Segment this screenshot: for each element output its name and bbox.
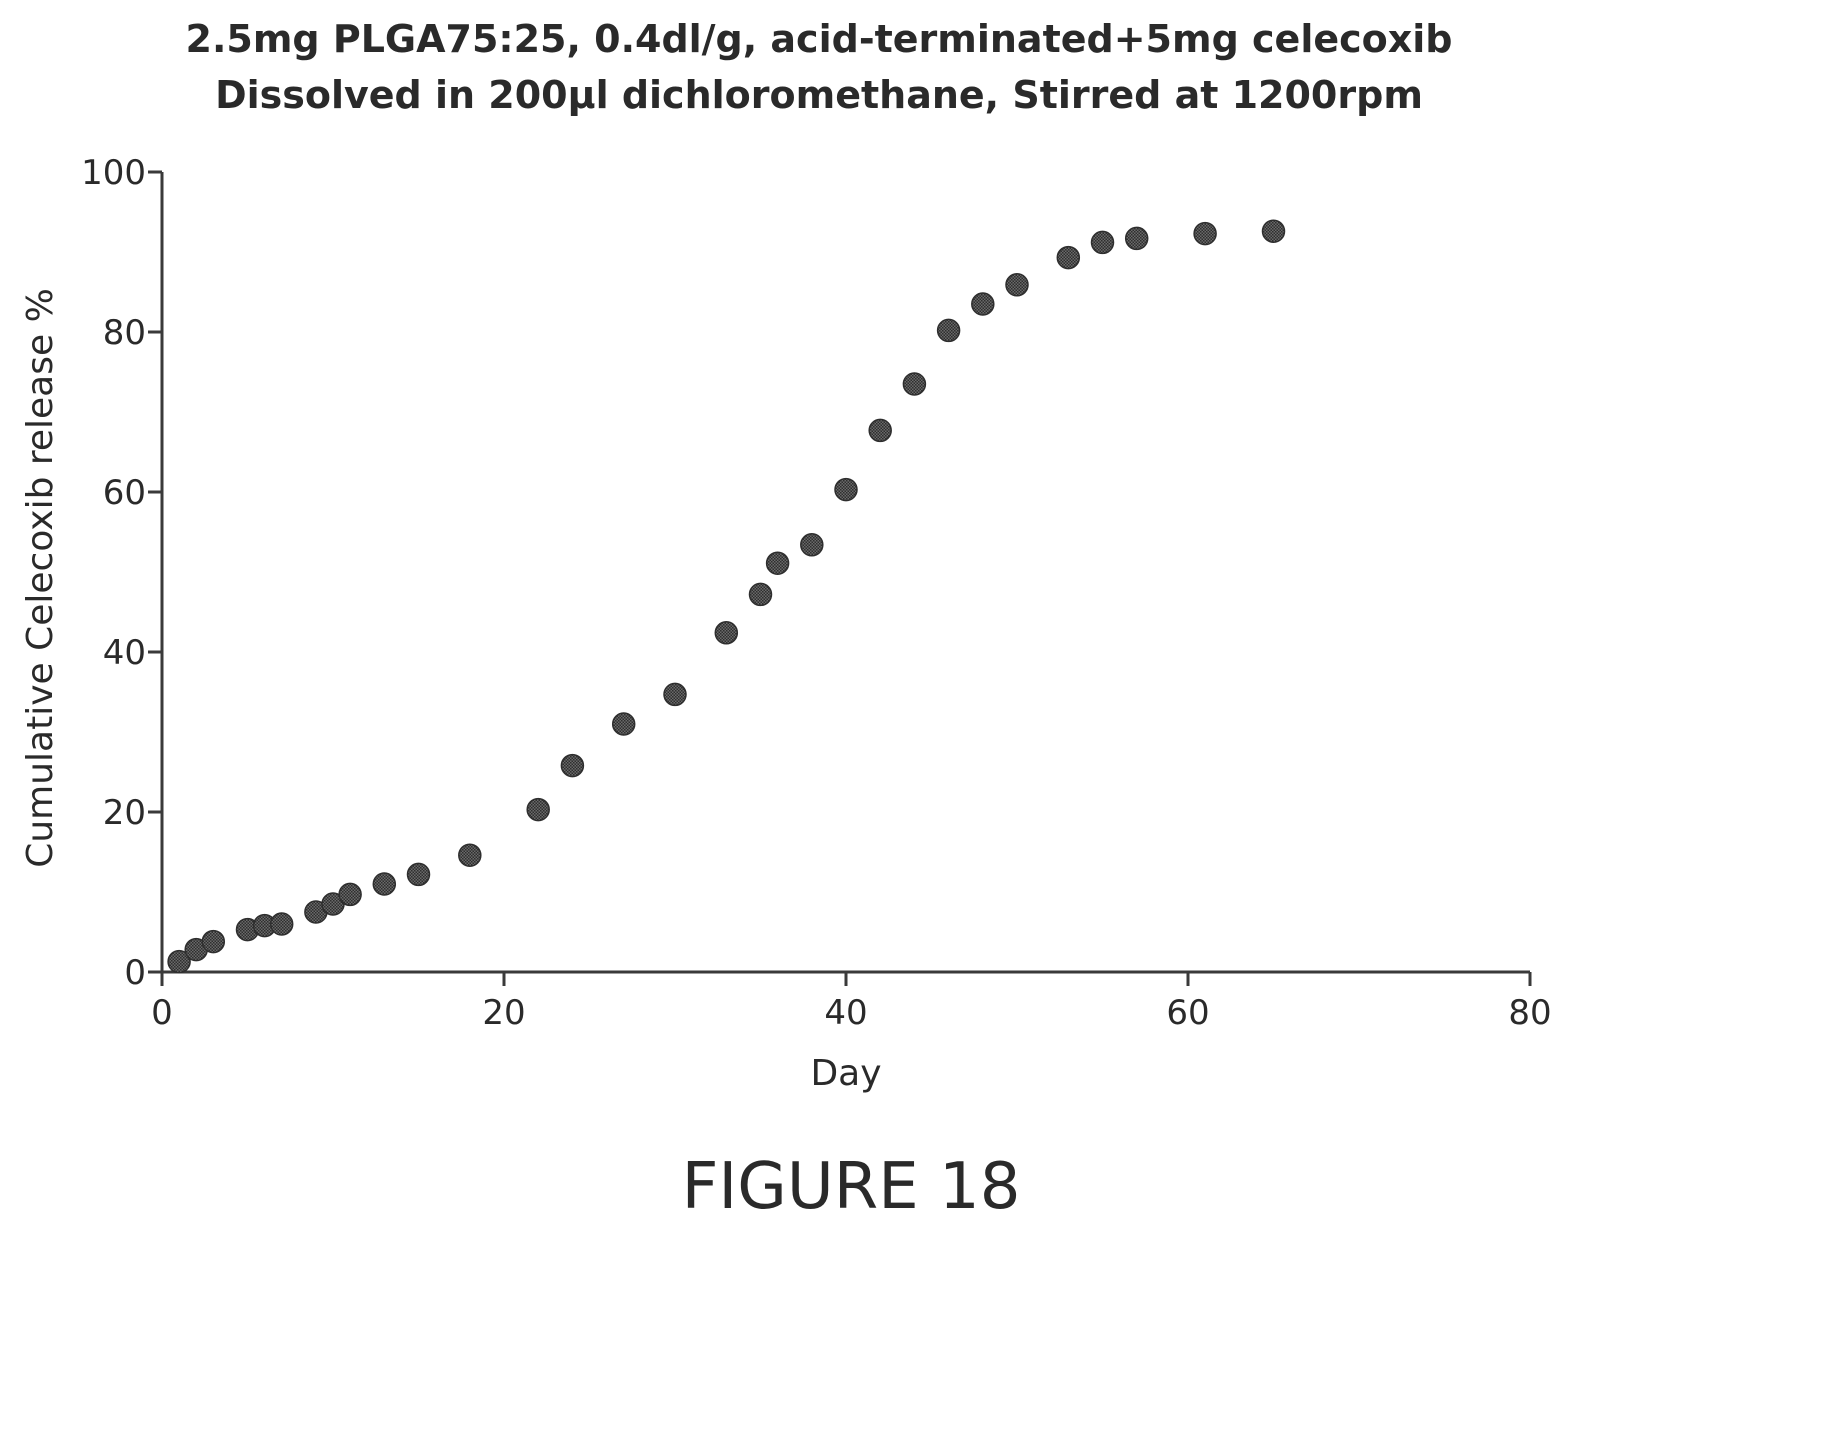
data-point [611,712,636,736]
y-tick-label: 40 [103,633,146,673]
data-point [714,621,739,645]
data-point [167,949,191,974]
x-tick-label: 0 [151,993,173,1033]
x-tick-label: 60 [1166,993,1209,1033]
y-tick-label: 100 [81,153,146,193]
data-point [748,582,773,607]
chart-title-line-1: 2.5mg PLGA75:25, 0.4dl/g, acid-terminate… [186,17,1453,61]
data-point [800,533,824,557]
data-point [834,477,858,502]
y-axis-label: Cumulative Celecoxib release % [20,288,61,868]
data-point [1056,245,1081,270]
data-point [1005,273,1029,297]
axes [160,172,1530,974]
data-point [1090,230,1115,255]
data-point [936,318,961,343]
data-point [1193,221,1217,246]
data-point [868,418,892,443]
data-point [1261,219,1286,243]
x-axis-label: Day [810,1053,881,1094]
y-tick-label: 20 [103,793,146,833]
data-point [765,551,790,575]
y-tick-label: 0 [124,953,146,993]
x-tick-label: 40 [824,993,867,1033]
data-point [663,682,687,707]
figure-caption: FIGURE 18 [682,1150,1021,1224]
data-point [902,372,927,396]
data-point [971,292,995,316]
axis-ticks: 0 20 40 60 80 0 20 40 60 80 100 [81,153,1552,1033]
chart-title-line-2: Dissolved in 200µl dichloromethane, Stir… [215,73,1423,117]
x-tick-label: 80 [1508,993,1551,1033]
y-tick-label: 80 [103,313,146,353]
data-point [372,872,397,896]
data-point [406,862,431,887]
scatter-chart: 2.5mg PLGA75:25, 0.4dl/g, acid-terminate… [20,17,1552,1224]
data-points [167,219,1286,974]
data-point [338,882,362,907]
data-point [458,843,482,867]
x-tick-label: 20 [482,993,525,1033]
y-tick-label: 60 [103,473,146,513]
data-point [560,753,585,778]
data-point [1124,226,1149,251]
data-point [269,912,294,936]
data-point [526,797,550,822]
data-point [201,929,226,954]
chart-figure: 2.5mg PLGA75:25, 0.4dl/g, acid-terminate… [20,17,1552,1224]
